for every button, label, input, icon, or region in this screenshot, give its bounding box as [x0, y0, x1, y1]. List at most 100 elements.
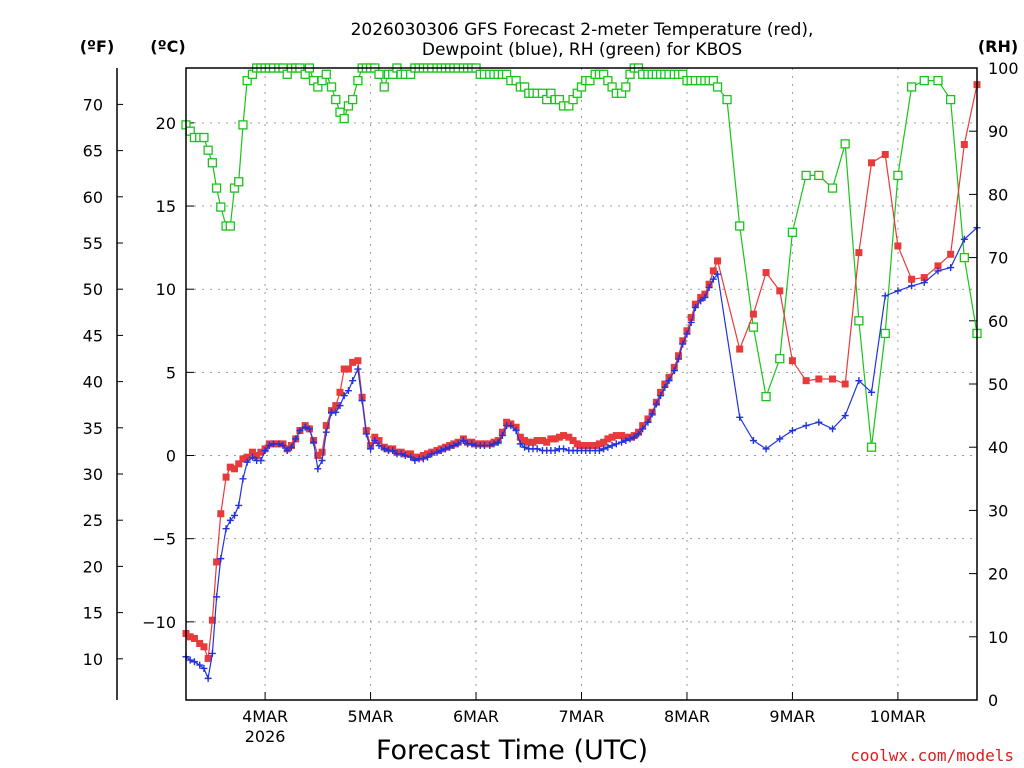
dewpoint-point [670, 367, 678, 375]
dewpoint-point [644, 418, 652, 426]
dewpoint-point [257, 457, 265, 465]
dewpoint-point [494, 438, 502, 446]
temperature-point [855, 249, 863, 257]
fahrenheit-tick-label: 45 [83, 326, 103, 345]
fahrenheit-tick-label: 50 [83, 280, 103, 299]
rh-tick-label: 20 [988, 565, 1008, 584]
rh-point [347, 94, 358, 105]
dewpoint-point [560, 445, 568, 453]
temperature-point [533, 437, 541, 445]
dewpoint-point [604, 443, 612, 451]
dewpoint-point [714, 270, 722, 278]
rh-point [761, 391, 771, 402]
celsius-tick-label: 0 [166, 447, 176, 466]
temperature-point [762, 269, 770, 277]
dewpoint-point [776, 435, 784, 443]
celsius-tick-label: −10 [142, 613, 176, 632]
rh-point [242, 75, 252, 86]
dewpoint-point [231, 511, 239, 519]
dewpoint-point [920, 279, 928, 287]
dewpoint-point [468, 440, 476, 448]
temperature-point [322, 422, 330, 430]
temperature-point [776, 287, 784, 295]
temperature-point [709, 267, 717, 275]
temperature-point [788, 357, 796, 365]
dewpoint-point [661, 383, 669, 391]
dewpoint-point [762, 445, 770, 453]
dewpoint-point [336, 402, 344, 410]
fahrenheit-unit-label: (ºF) [80, 37, 115, 56]
rh-tick-label: 70 [988, 249, 1008, 268]
dewpoint-point [459, 437, 467, 445]
dewpoint-point [705, 284, 713, 292]
dewpoint-point [908, 282, 916, 290]
temperature-point [815, 375, 823, 383]
dewpoint-point [362, 430, 370, 438]
temperature-point [190, 634, 198, 642]
x-tick-label: 7MAR [558, 707, 604, 726]
fahrenheit-tick-label: 65 [83, 142, 103, 161]
temperature-point [231, 465, 239, 473]
rh-point [893, 170, 903, 181]
chart-title-line-2: Dewpoint (blue), RH (green) for KBOS [422, 40, 742, 60]
temperature-point [565, 433, 573, 441]
temperature-point [204, 654, 212, 662]
dewpoint-point [296, 427, 304, 435]
rh-point [225, 221, 235, 231]
temperature-point [344, 365, 352, 373]
fahrenheit-tick-label: 40 [83, 373, 103, 392]
temperature-point [604, 435, 612, 443]
celsius-tick-label: 5 [166, 363, 176, 382]
dewpoint-point [441, 445, 449, 453]
rh-point [207, 158, 218, 168]
x-tick-label: 5MAR [348, 707, 394, 726]
rh-point [211, 183, 222, 193]
temperature-point [881, 150, 889, 158]
temperature-point [200, 643, 208, 651]
temperature-point [248, 448, 256, 456]
temperature-point [582, 442, 590, 450]
rh-point [203, 145, 213, 155]
temperature-point [186, 633, 194, 641]
dewpoint-point [235, 501, 243, 509]
rh-point [339, 113, 349, 124]
dewpoint-point [213, 593, 221, 601]
temperature-point [920, 274, 928, 282]
temperature-point [336, 388, 344, 396]
dewpoint-point [618, 438, 626, 446]
dewpoint-point [419, 455, 427, 463]
rh-point [321, 69, 331, 79]
rh-point [959, 252, 969, 263]
dewpoint-point [222, 525, 230, 533]
plot-frame [185, 67, 978, 701]
dewpoint-point [217, 555, 225, 563]
fahrenheit-tick-label: 20 [83, 557, 103, 576]
x-tick-label: 4MAR [242, 707, 288, 726]
rh-point [326, 82, 337, 92]
temperature-point [525, 438, 533, 446]
dewpoint-point [200, 664, 208, 672]
temperature-point [749, 310, 757, 318]
dewpoint-point [424, 453, 432, 461]
celsius-unit-label: (ºC) [150, 37, 185, 56]
dewpoint-point [512, 427, 520, 435]
celsius-tick-label: 10 [156, 280, 176, 299]
dewpoint-point [881, 292, 889, 300]
dewpoint-point [947, 264, 955, 272]
dewpoint-point [675, 355, 683, 363]
temperature-point [573, 440, 581, 448]
temperature-point [934, 262, 942, 270]
dewpoint-point [322, 428, 330, 436]
dewpoint-point [437, 447, 445, 455]
dewpoint-point [186, 656, 194, 664]
celsius-tick-label: 15 [156, 197, 176, 216]
x-tick-label: 6MAR [453, 707, 499, 726]
temperature-point [908, 275, 916, 283]
rh-point [814, 170, 824, 181]
rh-point [374, 69, 384, 79]
dewpoint-point [239, 475, 247, 483]
dewpoint-point [301, 423, 309, 431]
dewpoint-point [608, 442, 616, 450]
dewpoint-point [612, 440, 620, 448]
